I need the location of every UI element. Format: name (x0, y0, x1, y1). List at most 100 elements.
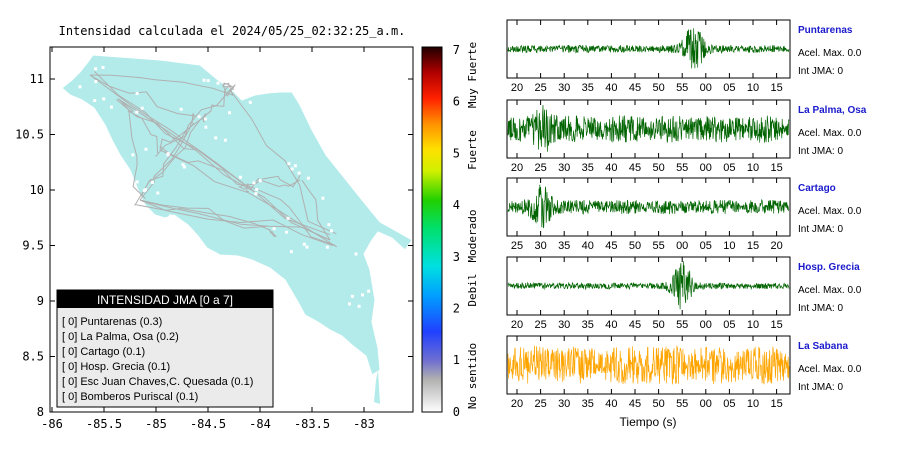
station-intensity: Int JMA: 0 (798, 303, 843, 314)
city-marker (367, 289, 371, 293)
road (237, 183, 249, 192)
city-marker (123, 190, 127, 194)
colorbar-category-label: Fuerte (466, 130, 479, 170)
city-marker (248, 77, 252, 81)
station-accel: Acel. Max. 0.0 (798, 364, 862, 375)
city-marker (223, 138, 227, 142)
waveform-tick-label: 35 (582, 319, 594, 331)
waveform-tick-label: 55 (676, 82, 688, 94)
city-marker (306, 176, 310, 180)
colorbar-tick-label: 7 (453, 43, 460, 57)
city-marker (135, 110, 139, 114)
city-marker (135, 91, 139, 95)
station-panel: 20 25 30 35 40 45 50 55 00 05 10 15 La Sabana Acel. M… (506, 335, 862, 410)
station-intensity: Int JMA: 0 (798, 146, 843, 157)
city-marker (321, 196, 325, 200)
waveform-trace (507, 345, 790, 385)
colorbar-category-label: Muy Fuerte (466, 42, 479, 108)
waveform-tick-label: 20 (511, 398, 523, 410)
city-marker (272, 227, 276, 231)
road (199, 84, 230, 121)
station-intensity: Int JMA: 0 (798, 382, 843, 393)
station-accel: Acel. Max. 0.0 (798, 128, 862, 139)
waveform-tick-label: 00 (700, 82, 712, 94)
station-panel: 20 25 30 35 40 45 50 55 00 05 10 15 Hosp. Grecia Acel… (506, 256, 862, 331)
city-marker (144, 188, 147, 192)
road (119, 99, 159, 154)
city-marker (285, 230, 289, 234)
waveform-tick-label: 05 (723, 319, 735, 331)
city-marker (238, 85, 242, 89)
map-x-tick-label: -83 (353, 417, 375, 431)
map-x-tick-label: -85 (145, 417, 167, 431)
city-marker (168, 214, 172, 218)
waveform-tick-label: 40 (582, 240, 594, 252)
waveform-tick-label: 25 (534, 82, 546, 94)
station-intensity: Int JMA: 0 (798, 66, 843, 77)
city-marker (134, 205, 138, 209)
waveform-tick-label: 15 (770, 398, 782, 410)
waveform-tick-label: 20 (511, 82, 523, 94)
city-marker (216, 81, 220, 85)
waveform-tick-label: 30 (558, 162, 570, 174)
city-marker (228, 111, 231, 115)
station-name: Hosp. Grecia (798, 262, 860, 273)
waveform-tick-label: 55 (676, 162, 688, 174)
city-marker (204, 117, 207, 121)
city-marker (156, 191, 160, 195)
waveform-tick-label: 35 (582, 162, 594, 174)
waveform-tick-label: 05 (723, 162, 735, 174)
waveform-trace (507, 28, 790, 69)
city-marker (181, 163, 185, 167)
map-y-tick-label: 9 (37, 294, 44, 308)
waveform-tick-label: 00 (700, 398, 712, 410)
city-marker (297, 171, 301, 175)
city-marker (93, 99, 97, 102)
waveform-tick-label: 05 (723, 82, 735, 94)
colorbar-category-label: Debil (466, 273, 479, 306)
city-marker (110, 105, 113, 109)
waveform-tick-label: 55 (652, 240, 664, 252)
map-y-tick-label: 8.5 (22, 350, 44, 364)
road (222, 82, 236, 97)
waveform-trace (507, 184, 790, 229)
station-panel: 25 30 35 40 45 50 55 00 05 10 15 20 Cartago Acel. Max… (506, 177, 862, 252)
road (244, 184, 336, 246)
waveform-tick-label: 00 (700, 162, 712, 174)
colorbar-tick-label: 1 (453, 353, 460, 367)
waveform-tick-label: 25 (534, 398, 546, 410)
waveform-tick-label: 30 (534, 240, 546, 252)
colorbar-category-label: Moderado (466, 210, 479, 263)
city-marker (239, 175, 242, 179)
road (159, 113, 195, 151)
city-marker (248, 100, 252, 104)
waveform-trace (507, 104, 790, 152)
waveform-tick-label: 40 (605, 398, 617, 410)
city-marker (78, 55, 82, 59)
intensity-colorbar: 7 6 5 4 3 2 1 0 Muy Fuerte Fuerte Moderado Debil No… (421, 42, 479, 419)
road (139, 199, 334, 247)
waveform-tick-label: 50 (652, 319, 664, 331)
waveform-tick-label: 25 (511, 240, 523, 252)
waveform-tick-label: 20 (511, 319, 523, 331)
waveform-tick-label: 40 (605, 82, 617, 94)
colorbar-category-label: No sentido (466, 343, 479, 409)
station-panel: 20 25 30 35 40 45 50 55 00 05 10 15 La Palma, Osa Ace… (506, 99, 867, 174)
colorbar-tick-label: 0 (453, 405, 460, 419)
legend-title: INTENSIDAD JMA [0 a 7] (97, 293, 233, 307)
waveform-trace (507, 261, 790, 310)
city-marker (254, 192, 258, 196)
costa-rica-land (61, 54, 413, 376)
road (301, 179, 331, 241)
city-marker (252, 181, 256, 185)
map-x-tick-label: -84 (249, 417, 271, 431)
road (268, 229, 277, 238)
waveform-tick-label: 00 (676, 240, 688, 252)
city-marker (62, 58, 66, 62)
city-marker (197, 115, 201, 119)
station-name: Cartago (798, 183, 836, 194)
city-marker (330, 229, 333, 233)
station-name: La Palma, Osa (798, 105, 867, 116)
station-name: Puntarenas (798, 25, 853, 36)
